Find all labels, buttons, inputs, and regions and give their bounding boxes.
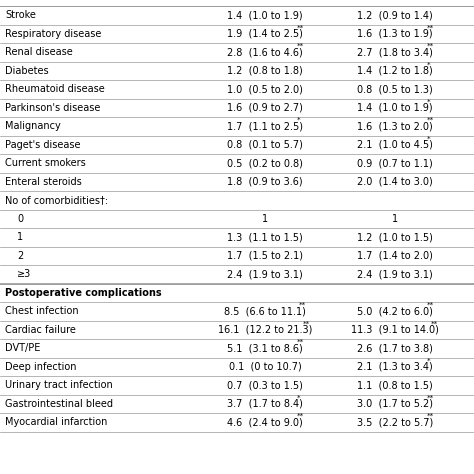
- Text: 1.6  (1.3 to 1.9): 1.6 (1.3 to 1.9): [357, 29, 433, 39]
- Text: 2.6  (1.7 to 3.8): 2.6 (1.7 to 3.8): [357, 343, 433, 353]
- Text: 1.2  (0.9 to 1.4): 1.2 (0.9 to 1.4): [357, 10, 433, 20]
- Text: DVT/PE: DVT/PE: [5, 343, 40, 353]
- Text: Rheumatoid disease: Rheumatoid disease: [5, 84, 105, 94]
- Text: 0.8  (0.5 to 1.3): 0.8 (0.5 to 1.3): [357, 84, 433, 94]
- Text: 1: 1: [392, 214, 398, 224]
- Text: 2.7  (1.8 to 3.4): 2.7 (1.8 to 3.4): [357, 47, 433, 57]
- Text: **: **: [297, 43, 304, 49]
- Text: Myocardial infarction: Myocardial infarction: [5, 417, 108, 427]
- Text: Postoperative complications: Postoperative complications: [5, 288, 162, 298]
- Text: 1.2  (0.8 to 1.8): 1.2 (0.8 to 1.8): [227, 66, 303, 76]
- Text: 1.0  (0.5 to 2.0): 1.0 (0.5 to 2.0): [227, 84, 303, 94]
- Text: **: **: [427, 43, 434, 49]
- Text: *: *: [427, 62, 430, 67]
- Text: **: **: [299, 302, 306, 308]
- Text: 3.7  (1.7 to 8.4): 3.7 (1.7 to 8.4): [227, 399, 303, 409]
- Text: 0.5  (0.2 to 0.8): 0.5 (0.2 to 0.8): [227, 158, 303, 168]
- Text: **: **: [427, 413, 434, 419]
- Text: **: **: [297, 339, 304, 345]
- Text: 2.8  (1.6 to 4.6): 2.8 (1.6 to 4.6): [227, 47, 303, 57]
- Text: 2.1  (1.0 to 4.5): 2.1 (1.0 to 4.5): [357, 140, 433, 150]
- Text: 1: 1: [262, 214, 268, 224]
- Text: *: *: [427, 99, 430, 104]
- Text: **: **: [302, 320, 310, 327]
- Text: 3.0  (1.7 to 5.2): 3.0 (1.7 to 5.2): [357, 399, 433, 409]
- Text: 11.3  (9.1 to 14.0): 11.3 (9.1 to 14.0): [351, 325, 439, 335]
- Text: *: *: [297, 117, 301, 123]
- Text: 2.4  (1.9 to 3.1): 2.4 (1.9 to 3.1): [357, 269, 433, 279]
- Text: 16.1  (12.2 to 21.3): 16.1 (12.2 to 21.3): [218, 325, 312, 335]
- Text: 1.1  (0.8 to 1.5): 1.1 (0.8 to 1.5): [357, 380, 433, 390]
- Text: ≥3: ≥3: [17, 269, 31, 279]
- Text: 1.7  (1.5 to 2.1): 1.7 (1.5 to 2.1): [227, 251, 303, 261]
- Text: 0: 0: [17, 214, 23, 224]
- Text: Paget's disease: Paget's disease: [5, 140, 81, 150]
- Text: 3.5  (2.2 to 5.7): 3.5 (2.2 to 5.7): [357, 417, 433, 427]
- Text: 1.4  (1.0 to 1.9): 1.4 (1.0 to 1.9): [357, 103, 433, 113]
- Text: 1.4  (1.0 to 1.9): 1.4 (1.0 to 1.9): [227, 10, 303, 20]
- Text: 1.7  (1.1 to 2.5): 1.7 (1.1 to 2.5): [227, 121, 303, 131]
- Text: Chest infection: Chest infection: [5, 306, 79, 316]
- Text: 1.9  (1.4 to 2.5): 1.9 (1.4 to 2.5): [227, 29, 303, 39]
- Text: Cardiac failure: Cardiac failure: [5, 325, 76, 335]
- Text: 4.6  (2.4 to 9.0): 4.6 (2.4 to 9.0): [227, 417, 303, 427]
- Text: 1.6  (0.9 to 2.7): 1.6 (0.9 to 2.7): [227, 103, 303, 113]
- Text: Current smokers: Current smokers: [5, 158, 86, 168]
- Text: Deep infection: Deep infection: [5, 362, 76, 372]
- Text: 1: 1: [17, 232, 23, 242]
- Text: 1.2  (1.0 to 1.5): 1.2 (1.0 to 1.5): [357, 232, 433, 242]
- Text: **: **: [297, 25, 304, 30]
- Text: 0.7  (0.3 to 1.5): 0.7 (0.3 to 1.5): [227, 380, 303, 390]
- Text: 5.1  (3.1 to 8.6): 5.1 (3.1 to 8.6): [227, 343, 303, 353]
- Text: Renal disease: Renal disease: [5, 47, 73, 57]
- Text: **: **: [297, 413, 304, 419]
- Text: 1.3  (1.1 to 1.5): 1.3 (1.1 to 1.5): [227, 232, 303, 242]
- Text: 0.9  (0.7 to 1.1): 0.9 (0.7 to 1.1): [357, 158, 433, 168]
- Text: 5.0  (4.2 to 6.0): 5.0 (4.2 to 6.0): [357, 306, 433, 316]
- Text: *: *: [297, 394, 301, 401]
- Text: 0.1  (0 to 10.7): 0.1 (0 to 10.7): [228, 362, 301, 372]
- Text: Malignancy: Malignancy: [5, 121, 61, 131]
- Text: **: **: [427, 302, 434, 308]
- Text: Urinary tract infection: Urinary tract infection: [5, 380, 113, 390]
- Text: 2.4  (1.9 to 3.1): 2.4 (1.9 to 3.1): [227, 269, 303, 279]
- Text: 2.1  (1.3 to 3.4): 2.1 (1.3 to 3.4): [357, 362, 433, 372]
- Text: 2: 2: [17, 251, 23, 261]
- Text: 1.4  (1.2 to 1.8): 1.4 (1.2 to 1.8): [357, 66, 433, 76]
- Text: No of comorbidities†:: No of comorbidities†:: [5, 195, 108, 205]
- Text: Respiratory disease: Respiratory disease: [5, 29, 101, 39]
- Text: **: **: [427, 25, 434, 30]
- Text: Enteral steroids: Enteral steroids: [5, 177, 82, 187]
- Text: **: **: [427, 117, 434, 123]
- Text: **: **: [430, 320, 438, 327]
- Text: 8.5  (6.6 to 11.1): 8.5 (6.6 to 11.1): [224, 306, 306, 316]
- Text: 1.7  (1.4 to 2.0): 1.7 (1.4 to 2.0): [357, 251, 433, 261]
- Text: 2.0  (1.4 to 3.0): 2.0 (1.4 to 3.0): [357, 177, 433, 187]
- Text: *: *: [427, 136, 430, 141]
- Text: 0.8  (0.1 to 5.7): 0.8 (0.1 to 5.7): [227, 140, 303, 150]
- Text: Gastrointestinal bleed: Gastrointestinal bleed: [5, 399, 113, 409]
- Text: 1.6  (1.3 to 2.0): 1.6 (1.3 to 2.0): [357, 121, 433, 131]
- Text: 1.8  (0.9 to 3.6): 1.8 (0.9 to 3.6): [227, 177, 303, 187]
- Text: **: **: [427, 394, 434, 401]
- Text: Parkinson's disease: Parkinson's disease: [5, 103, 100, 113]
- Text: Stroke: Stroke: [5, 10, 36, 20]
- Text: Diabetes: Diabetes: [5, 66, 49, 76]
- Text: *: *: [427, 357, 430, 364]
